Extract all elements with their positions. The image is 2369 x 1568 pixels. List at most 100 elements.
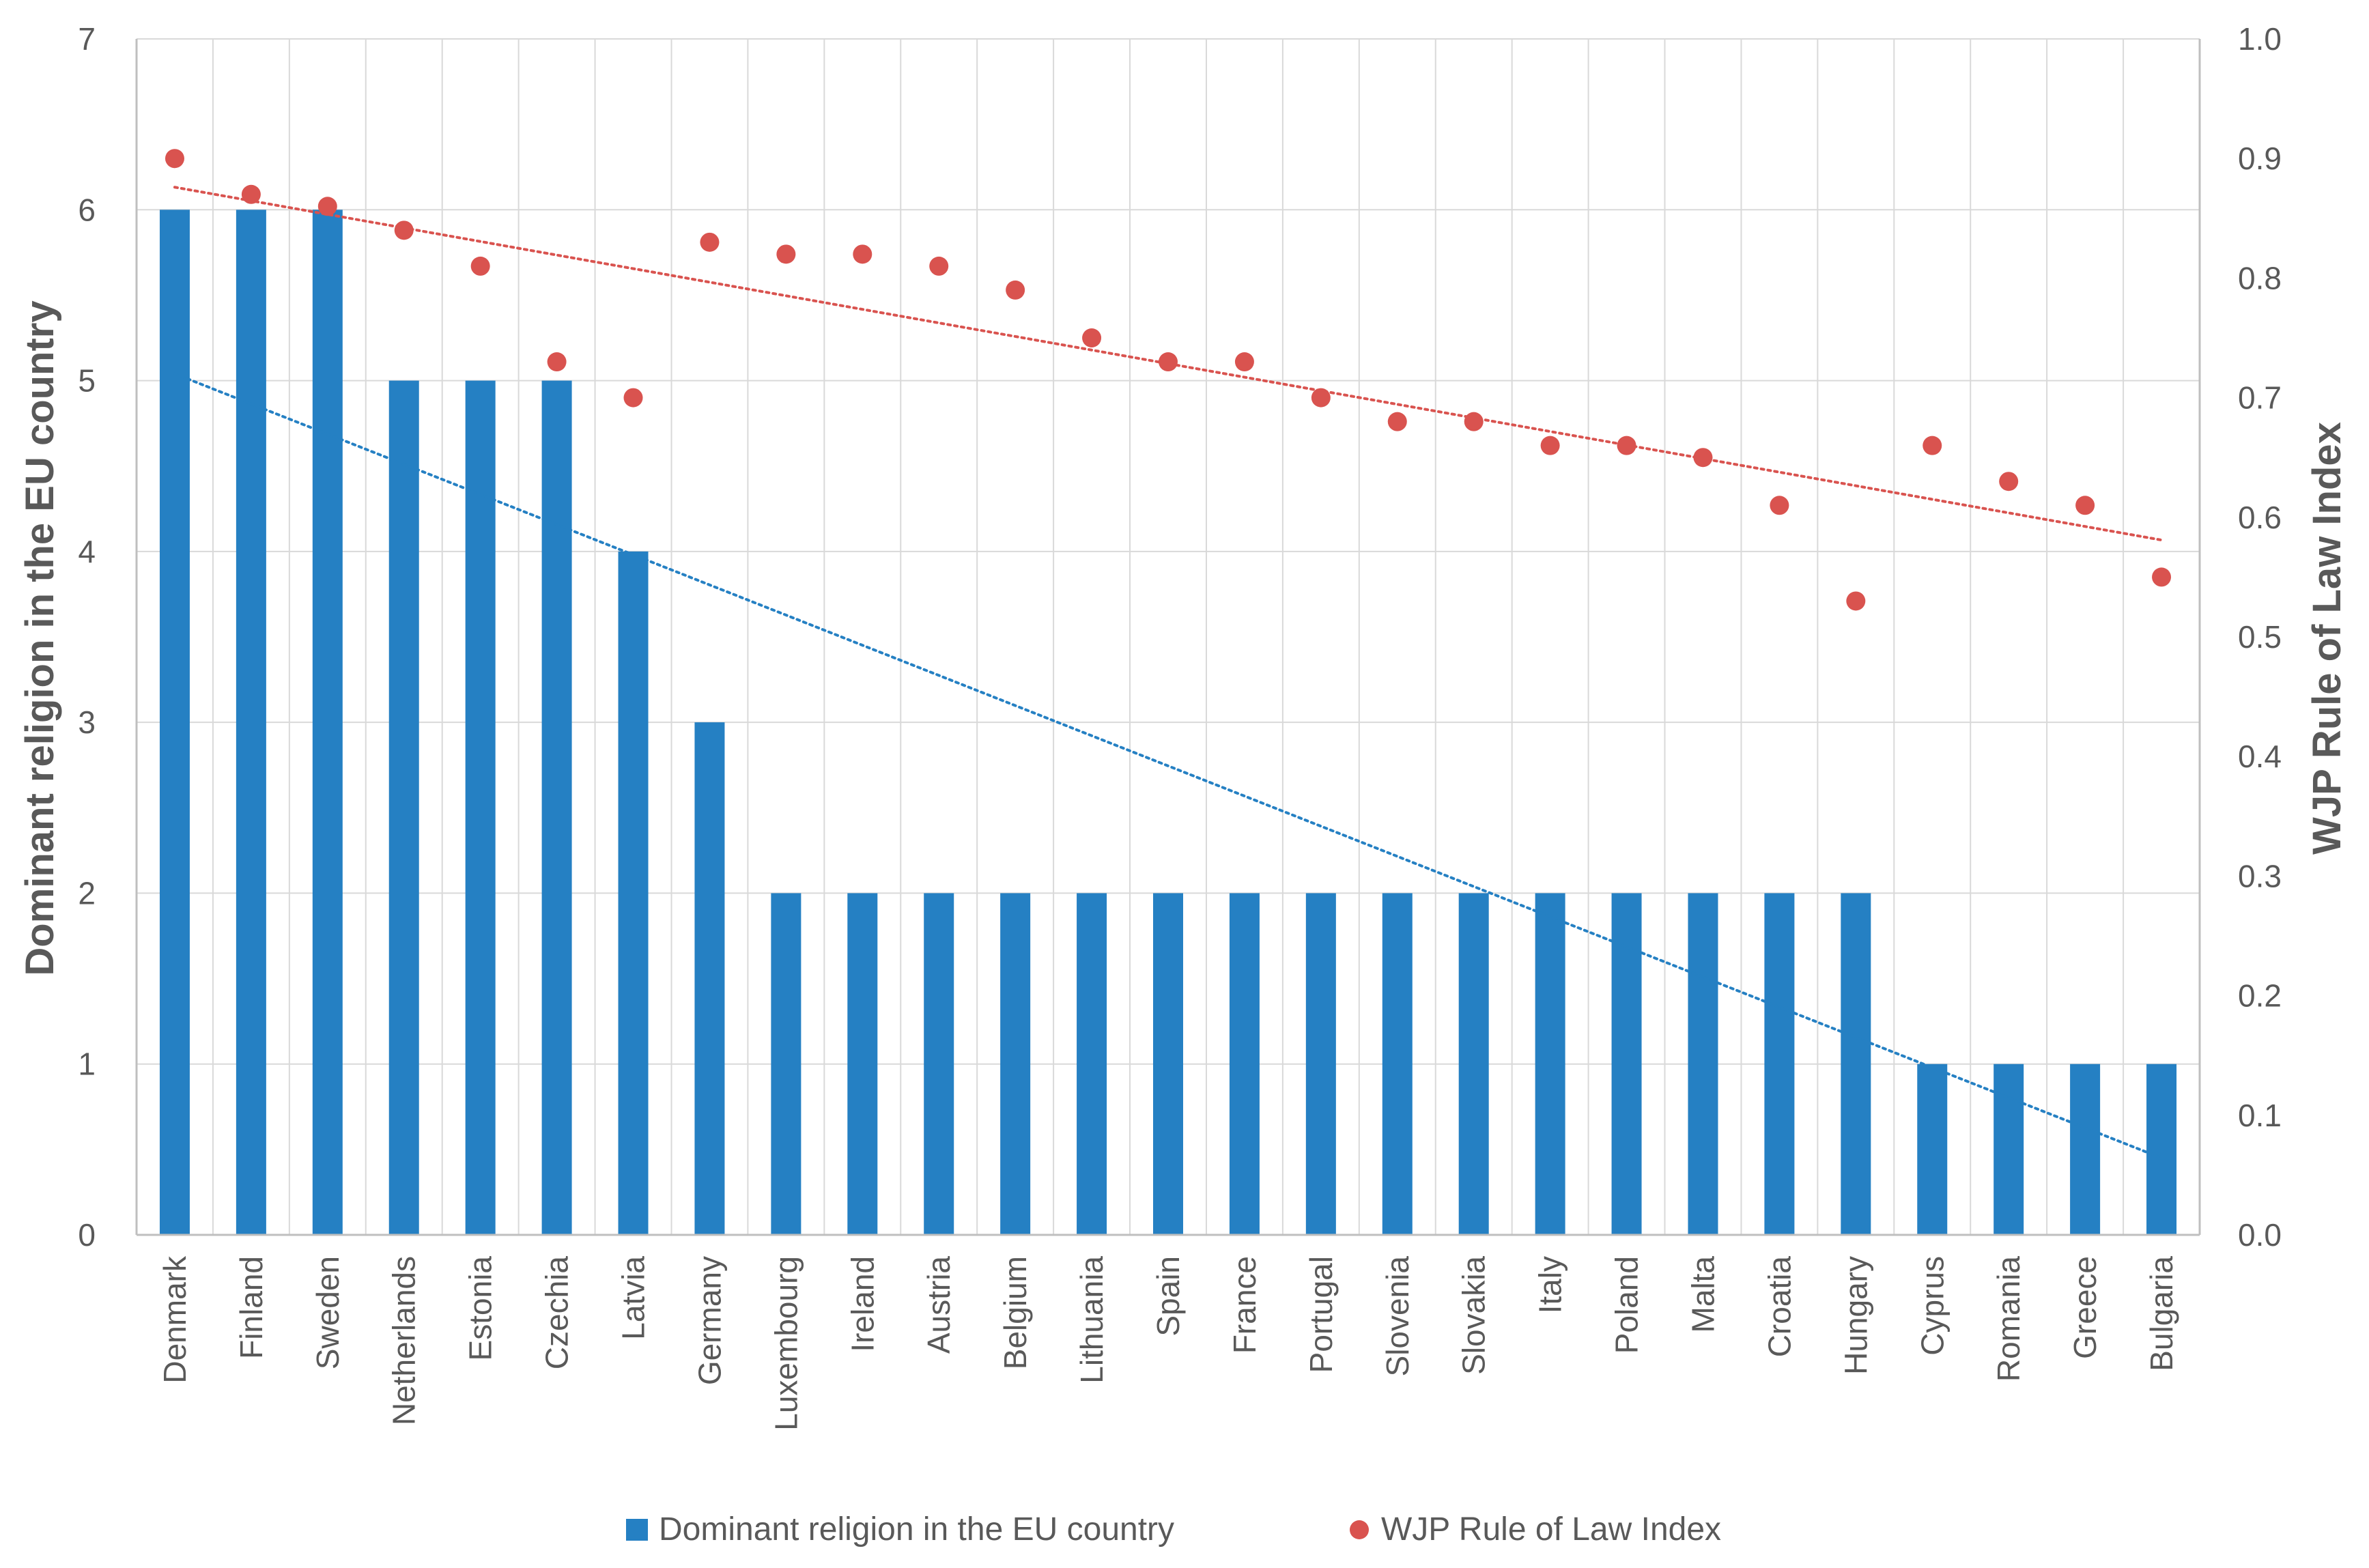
point-malta — [1693, 448, 1713, 468]
bar-slovenia — [1382, 893, 1413, 1235]
point-austria — [929, 256, 949, 276]
bar-netherlands — [388, 380, 419, 1235]
right-axis-title: WJP Rule of Law Index — [2305, 422, 2349, 855]
bar-france — [1229, 893, 1260, 1235]
bar-italy — [1535, 893, 1565, 1235]
point-czechia — [547, 352, 567, 372]
right-tick-label: 0.8 — [2238, 260, 2282, 296]
category-label: Sweden — [310, 1256, 345, 1369]
trendline-wjp — [173, 186, 2164, 542]
bar-series — [159, 210, 2177, 1236]
trendlines — [173, 186, 2164, 1160]
bar-hungary — [1841, 893, 1871, 1235]
legend: Dominant religion in the EU country WJP … — [626, 1511, 1721, 1548]
point-finland — [241, 184, 261, 204]
left-tick-label: 1 — [78, 1046, 96, 1082]
point-poland — [1617, 436, 1636, 455]
right-tick-label: 0.4 — [2238, 739, 2282, 774]
right-tick-label: 0.0 — [2238, 1217, 2282, 1253]
category-label: Austria — [921, 1256, 956, 1354]
point-luxembourg — [776, 244, 796, 264]
category-label: France — [1227, 1256, 1262, 1354]
bar-estonia — [465, 380, 496, 1235]
point-lithuania — [1082, 328, 1102, 347]
bar-bulgaria — [2146, 1064, 2177, 1235]
bar-croatia — [1764, 893, 1795, 1235]
right-tick-label: 0.1 — [2238, 1098, 2282, 1133]
point-greece — [2075, 496, 2095, 515]
point-latvia — [623, 388, 643, 408]
category-label: Cyprus — [1914, 1256, 1950, 1356]
category-label: Luxembourg — [768, 1256, 804, 1431]
bar-ireland — [847, 893, 878, 1235]
point-croatia — [1770, 496, 1789, 515]
category-label: Germany — [692, 1256, 727, 1385]
bar-finland — [236, 210, 266, 1236]
category-label: Slovenia — [1380, 1256, 1415, 1377]
bar-malta — [1688, 893, 1718, 1235]
point-spain — [1159, 352, 1178, 372]
bar-sweden — [312, 210, 343, 1236]
left-tick-label: 4 — [78, 534, 96, 569]
bar-luxembourg — [771, 893, 802, 1235]
right-tick-label: 0.5 — [2238, 619, 2282, 655]
point-romania — [1999, 472, 2019, 491]
bar-austria — [924, 893, 954, 1235]
bar-latvia — [618, 551, 649, 1235]
bar-greece — [2070, 1064, 2101, 1235]
bar-belgium — [1000, 893, 1031, 1235]
bar-portugal — [1305, 893, 1336, 1235]
category-label: Croatia — [1761, 1256, 1797, 1358]
bar-slovakia — [1458, 893, 1489, 1235]
bar-lithuania — [1077, 893, 1107, 1235]
left-axis-ticks: 0 1 2 3 4 5 6 7 — [78, 21, 96, 1253]
legend-bar-label: Dominant religion in the EU country — [659, 1511, 1174, 1548]
bar-poland — [1611, 893, 1642, 1235]
category-label: Denmark — [157, 1255, 193, 1384]
category-label: Romania — [1991, 1256, 2026, 1382]
category-label: Netherlands — [386, 1256, 422, 1425]
bar-germany — [694, 722, 725, 1235]
right-tick-label: 0.3 — [2238, 858, 2282, 894]
category-label: Hungary — [1838, 1256, 1873, 1375]
left-tick-label: 3 — [78, 704, 96, 740]
point-germany — [700, 232, 720, 252]
left-tick-label: 0 — [78, 1217, 96, 1253]
left-tick-label: 7 — [78, 21, 96, 57]
point-belgium — [1006, 280, 1025, 300]
legend-scatter-swatch — [1350, 1520, 1369, 1539]
left-tick-label: 5 — [78, 363, 96, 399]
scatter-series — [165, 149, 2172, 611]
category-label: Italy — [1533, 1256, 1568, 1313]
category-label: Bulgaria — [2144, 1256, 2179, 1371]
category-label: Malta — [1685, 1256, 1720, 1333]
category-labels: Denmark Finland Sweden Netherlands Estonia Cz… — [157, 1255, 2179, 1431]
point-slovakia — [1464, 412, 1484, 431]
right-axis-ticks: 0.0 0.1 0.2 0.3 0.4 0.5 0.6 0.7 0.8 0.9 1.0 — [2238, 21, 2282, 1253]
right-tick-label: 0.6 — [2238, 500, 2282, 535]
point-denmark — [165, 149, 184, 169]
category-label: Czechia — [539, 1256, 575, 1370]
legend-scatter-label: WJP Rule of Law Index — [1381, 1511, 1721, 1548]
point-cyprus — [1923, 436, 1942, 455]
point-france — [1234, 352, 1254, 372]
category-label: Ireland — [845, 1256, 880, 1352]
point-slovenia — [1387, 412, 1407, 431]
point-ireland — [853, 244, 873, 264]
left-tick-label: 2 — [78, 875, 96, 911]
legend-bar-swatch — [626, 1519, 648, 1541]
category-label: Greece — [2067, 1256, 2103, 1359]
right-tick-label: 0.2 — [2238, 978, 2282, 1014]
category-label: Poland — [1609, 1256, 1645, 1354]
category-label: Latvia — [616, 1256, 651, 1340]
axes — [135, 39, 2201, 1236]
point-estonia — [470, 256, 490, 276]
category-label: Lithuania — [1074, 1256, 1109, 1384]
category-label: Estonia — [463, 1256, 498, 1361]
point-sweden — [317, 197, 337, 216]
category-label: Portugal — [1303, 1256, 1339, 1373]
right-tick-label: 1.0 — [2238, 21, 2282, 57]
point-netherlands — [394, 220, 414, 240]
right-tick-label: 0.9 — [2238, 141, 2282, 176]
